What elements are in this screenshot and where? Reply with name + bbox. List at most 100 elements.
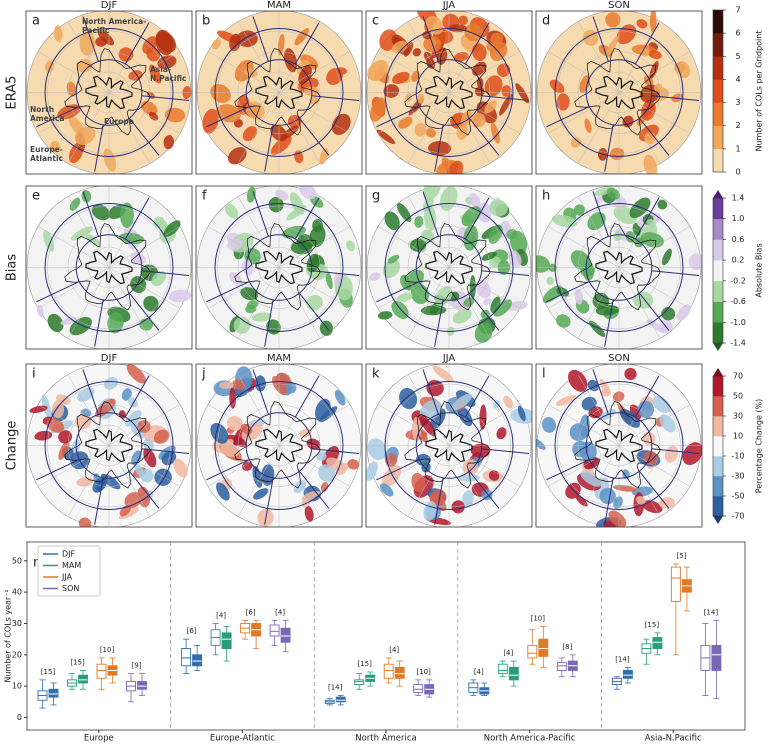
graticule xyxy=(407,445,450,517)
map-blob xyxy=(447,24,467,33)
panel-frame xyxy=(195,10,363,175)
map-blob xyxy=(69,197,81,211)
legend-frame xyxy=(37,545,101,597)
count-label: [4] xyxy=(275,608,285,616)
map-blob xyxy=(126,364,146,384)
box xyxy=(497,663,508,675)
graticule xyxy=(207,226,280,268)
region-ring xyxy=(75,412,143,479)
colorbar-tick-label: 6 xyxy=(735,29,740,38)
colorbar-tick-label: -0.6 xyxy=(730,297,746,306)
map-blob xyxy=(316,451,327,461)
count-label: [4] xyxy=(389,646,399,654)
map-blob xyxy=(570,250,591,271)
panel-frame xyxy=(25,185,193,350)
map-blob xyxy=(392,71,410,85)
colorbar-bin xyxy=(713,476,723,497)
graticule xyxy=(278,267,351,309)
map-blob xyxy=(397,202,412,223)
region-edge xyxy=(468,117,500,156)
coastline xyxy=(404,48,491,136)
map-blob xyxy=(66,81,77,97)
map-blob xyxy=(423,501,437,521)
panel-frame xyxy=(25,363,193,528)
map-blob xyxy=(549,79,565,94)
count-label: [10] xyxy=(417,668,432,676)
map-blob xyxy=(676,304,691,321)
map-blob xyxy=(472,43,487,61)
colorbar-bin xyxy=(713,322,723,344)
map-blob xyxy=(493,299,512,317)
map-blob xyxy=(649,61,659,79)
map-blob xyxy=(242,126,257,142)
map-blob xyxy=(580,441,597,462)
map-blob xyxy=(85,234,100,246)
map-blob xyxy=(501,85,512,97)
colorbar-label: Absolute Bias xyxy=(755,243,764,297)
map-blob xyxy=(569,423,589,441)
map-blob xyxy=(369,272,381,281)
panel-title: JJA xyxy=(442,0,456,11)
graticule xyxy=(237,267,280,339)
region-edge xyxy=(141,95,190,102)
region-edge xyxy=(141,448,190,455)
count-label: [10] xyxy=(531,615,546,623)
y-axis-label: Number of COLs year⁻¹ xyxy=(4,589,13,682)
region-ring xyxy=(245,412,313,479)
colorbar-tick-label: -0.2 xyxy=(730,276,746,285)
region-label-line: America xyxy=(30,114,64,123)
map-blob xyxy=(605,35,619,57)
map-panel xyxy=(196,11,362,174)
box xyxy=(670,566,681,602)
region-edge xyxy=(124,197,150,240)
graticule xyxy=(448,445,521,487)
map-blob xyxy=(246,186,256,203)
region-edge xyxy=(546,281,590,303)
panel-letter: h xyxy=(542,189,550,204)
region-ring xyxy=(554,381,684,510)
count-label: [4] xyxy=(474,668,484,676)
panel-frame xyxy=(365,10,533,175)
panel-letter: k xyxy=(372,367,380,382)
map-blob xyxy=(168,289,192,303)
colorbar-bin xyxy=(713,280,723,302)
map-blob xyxy=(210,423,229,444)
region-ring xyxy=(44,28,174,157)
map-blob xyxy=(309,225,326,248)
map-blob xyxy=(149,64,162,84)
region-ring xyxy=(384,381,514,510)
graticule xyxy=(448,267,521,309)
graticule xyxy=(448,92,521,134)
region-edge xyxy=(604,299,614,347)
box xyxy=(137,680,147,690)
graticule xyxy=(377,51,450,93)
region-ring xyxy=(75,59,143,126)
region-edge xyxy=(128,117,160,156)
map-blob xyxy=(423,186,442,201)
panel-frame xyxy=(535,10,703,175)
panel-title: MAM xyxy=(267,0,291,11)
map-panel xyxy=(366,364,532,527)
map-blob xyxy=(456,474,480,482)
graticule xyxy=(278,445,351,487)
coastline xyxy=(255,428,303,463)
colorbar-bin xyxy=(713,436,723,457)
map-blob xyxy=(570,137,582,148)
map-blob xyxy=(434,286,453,307)
box xyxy=(280,627,291,643)
map-blob xyxy=(319,320,333,336)
colorbar-frame xyxy=(712,9,724,173)
colorbar-bin xyxy=(713,102,723,127)
region-ring xyxy=(415,412,483,479)
coastline xyxy=(255,250,303,285)
region-edge xyxy=(481,95,530,102)
map-blob xyxy=(462,490,474,508)
map-blob xyxy=(608,510,627,527)
map-blob xyxy=(331,113,351,135)
region-edge xyxy=(94,299,104,347)
map-blob xyxy=(469,193,481,208)
map-blob xyxy=(294,150,304,164)
map-blob xyxy=(600,389,611,397)
colorbar-tick-label: 1 xyxy=(735,144,740,153)
colorbar-bin xyxy=(713,79,723,103)
